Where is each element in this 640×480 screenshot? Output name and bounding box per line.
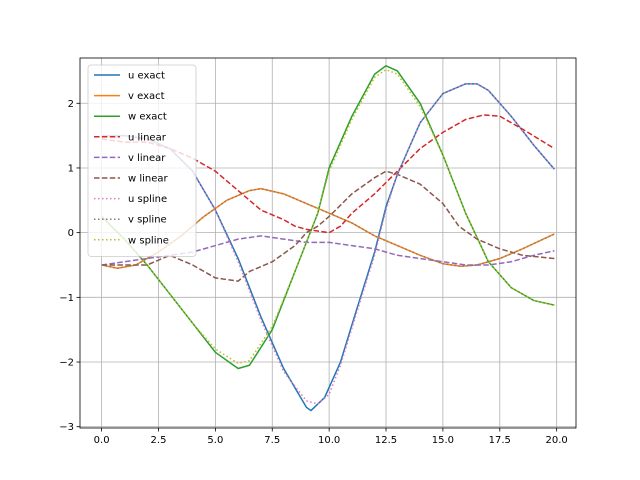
x-tick-label: 7.5 <box>264 435 280 446</box>
y-tick-label: −2 <box>59 358 74 369</box>
legend-label: v exact <box>128 91 165 102</box>
legend-label: u exact <box>128 71 165 82</box>
legend-label: w spline <box>128 235 169 246</box>
axis-ticks: 0.0 2.5 5.0 7.5 10.0 12.5 15.0 17.5 20.0 −3 −2 −1 0 1… <box>59 99 568 446</box>
series-line-w-spline <box>101 68 555 365</box>
x-tick-label: 0.0 <box>94 435 110 446</box>
legend-label: w linear <box>128 174 169 185</box>
legend: u exact v exact w exact u linear v linear w l… <box>87 64 197 257</box>
legend-label: w exact <box>128 112 167 123</box>
legend-label: v linear <box>128 153 166 164</box>
y-tick-label: −1 <box>59 293 74 304</box>
plot-frame <box>79 57 577 429</box>
legend-box <box>87 64 197 257</box>
y-tick-label: −3 <box>59 422 74 433</box>
series-line-w-linear <box>101 170 555 282</box>
y-tick-label: 2 <box>68 99 74 110</box>
legend-label: v spline <box>128 215 167 226</box>
x-tick-label: 2.5 <box>151 435 167 446</box>
legend-label: u spline <box>128 194 167 205</box>
y-tick-label: 0 <box>68 228 74 239</box>
x-tick-label: 20.0 <box>546 435 568 446</box>
x-tick-label: 17.5 <box>489 435 511 446</box>
x-tick-label: 5.0 <box>207 435 223 446</box>
series-line-v-linear <box>101 235 555 266</box>
y-tick-label: 1 <box>68 163 74 174</box>
x-tick-label: 12.5 <box>375 435 397 446</box>
x-tick-label: 15.0 <box>432 435 454 446</box>
x-tick-label: 10.0 <box>318 435 340 446</box>
legend-label: u linear <box>128 132 167 143</box>
